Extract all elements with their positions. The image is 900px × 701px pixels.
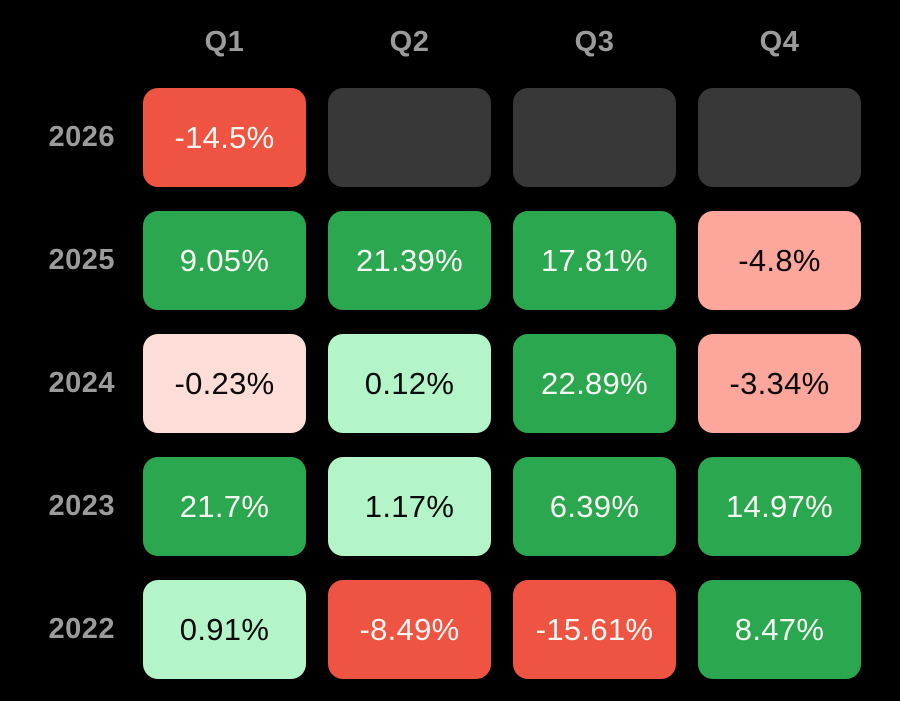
cell-2023-q2: 1.17%: [328, 457, 491, 556]
cell-2023-q4: 14.97%: [698, 457, 861, 556]
corner-spacer: [0, 0, 121, 64]
row-label-2023: 2023: [48, 490, 115, 522]
row-label-2026: 2026: [48, 121, 115, 153]
cell-2025-q1: 9.05%: [143, 211, 306, 310]
column-header-q4: Q4: [759, 26, 800, 58]
cell-2024-q3: 22.89%: [513, 334, 676, 433]
cell-2022-q2: -8.49%: [328, 580, 491, 679]
cell-2022-q3: -15.61%: [513, 580, 676, 679]
cell-2026-q1: -14.5%: [143, 88, 306, 187]
cell-2022-q4: 8.47%: [698, 580, 861, 679]
column-header-q2: Q2: [389, 26, 430, 58]
cell-2025-q2: 21.39%: [328, 211, 491, 310]
cell-2026-q2: [328, 88, 491, 187]
cell-2024-q4: -3.34%: [698, 334, 861, 433]
cell-2025-q3: 17.81%: [513, 211, 676, 310]
row-label-2022: 2022: [48, 613, 115, 645]
cell-2023-q1: 21.7%: [143, 457, 306, 556]
column-header-q1: Q1: [204, 26, 245, 58]
quarterly-returns-heatmap: Q1 Q2 Q3 Q4 2026 -14.5% 2025 9.05% 21.39…: [0, 0, 861, 679]
cell-2022-q1: 0.91%: [143, 580, 306, 679]
cell-2024-q1: -0.23%: [143, 334, 306, 433]
cell-2023-q3: 6.39%: [513, 457, 676, 556]
cell-2024-q2: 0.12%: [328, 334, 491, 433]
column-header-q3: Q3: [574, 26, 615, 58]
cell-2025-q4: -4.8%: [698, 211, 861, 310]
row-label-2025: 2025: [48, 244, 115, 276]
row-label-2024: 2024: [48, 367, 115, 399]
cell-2026-q4: [698, 88, 861, 187]
cell-2026-q3: [513, 88, 676, 187]
